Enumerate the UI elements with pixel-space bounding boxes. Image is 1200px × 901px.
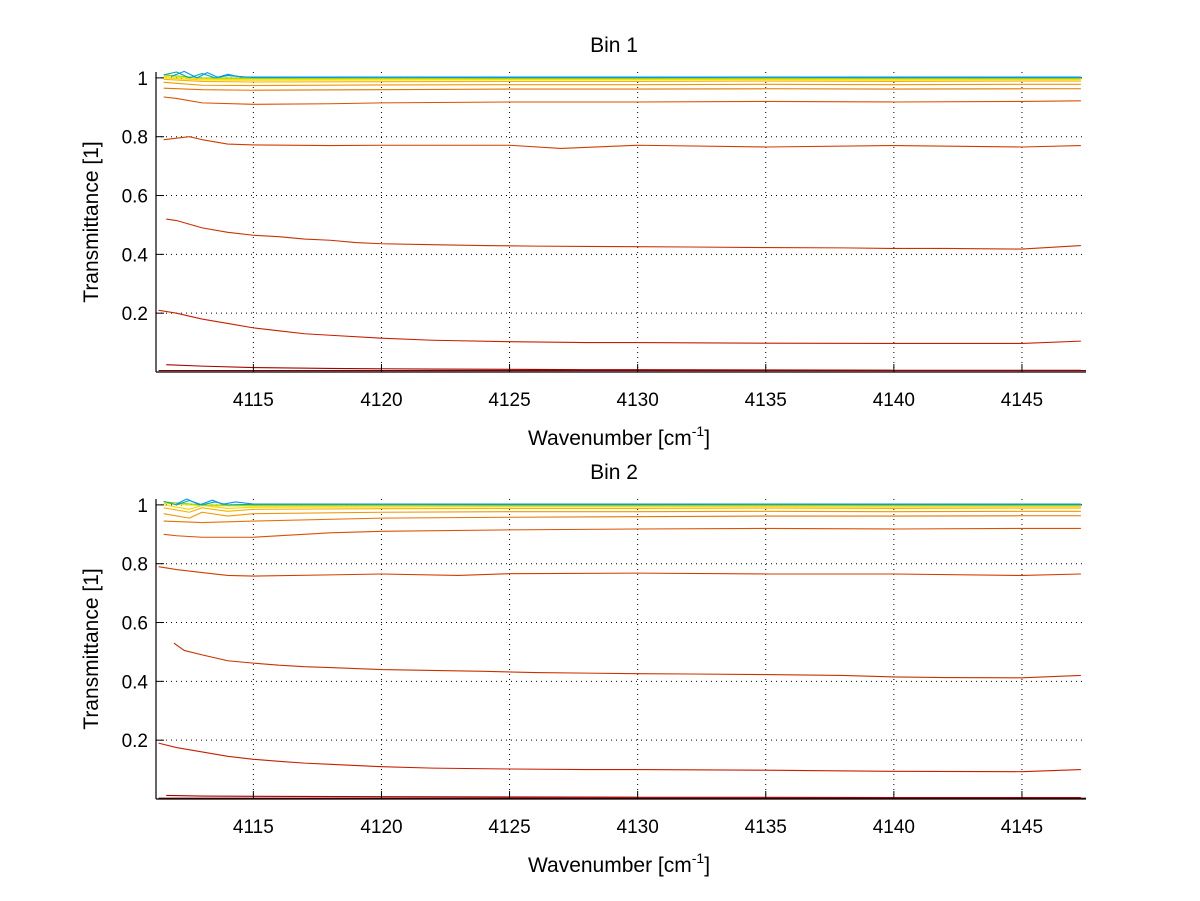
y-tick-label: 0.4	[122, 672, 149, 693]
y-tick-label: 0.6	[122, 614, 148, 635]
bin2-curve-7	[163, 515, 1081, 524]
y-axis-label: Transmittance [1]	[80, 141, 103, 302]
bin1-curve-7	[163, 87, 1081, 91]
bin2-curve-9	[163, 507, 1081, 513]
x-tick-label: 4130	[617, 817, 659, 838]
x-tick-label: 4145	[1001, 817, 1043, 838]
x-tick-label: 4140	[873, 817, 915, 838]
series-group	[158, 498, 1086, 799]
bin2-curve-11	[163, 502, 1081, 507]
plot-area	[156, 72, 1086, 372]
x-axis-label-end: ]	[704, 854, 710, 877]
x-axis-label-main: Wavenumber [cm	[528, 427, 692, 450]
plot-area	[156, 499, 1086, 799]
y-axis-label: Transmittance [1]	[80, 568, 103, 729]
y-tick-label: 0.2	[122, 731, 148, 752]
x-tick-label: 4135	[745, 817, 787, 838]
chart-title: Bin 2	[590, 461, 638, 484]
bin2-curve-8	[163, 510, 1081, 519]
x-axis-label-sup: -1	[692, 850, 705, 866]
bin1-curve-10	[163, 77, 1081, 81]
bin1-curve-5	[163, 136, 1081, 150]
bin2-curve-2	[166, 794, 1081, 799]
bin2-curve-3	[158, 742, 1081, 773]
x-tick-label: 4140	[873, 390, 915, 411]
x-tick-label: 4145	[1001, 390, 1043, 411]
bin2-curve-6	[163, 527, 1081, 538]
y-tick-label: 0.8	[122, 555, 148, 576]
bin1-curve-12	[163, 74, 1081, 79]
x-tick-label: 4125	[488, 390, 530, 411]
x-axis-label-main: Wavenumber [cm	[528, 854, 692, 877]
y-tick-label: 1	[137, 69, 148, 90]
x-tick-label: 4120	[360, 390, 402, 411]
chart-panel-2: 4115 4120 4125 4130 4135 4140 4145 0.2 0.4 0.6 0.8…	[80, 461, 1086, 877]
x-tick-label: 4120	[360, 817, 402, 838]
x-axis-label-end: ]	[704, 427, 710, 450]
x-tick-label: 4125	[488, 817, 530, 838]
x-tick-label: 4130	[617, 390, 659, 411]
x-axis-label: Wavenumber [cm-1]	[528, 423, 710, 450]
y-tick-label: 0.2	[122, 304, 148, 325]
bin1-curve-3	[158, 309, 1081, 345]
y-tick-label: 0.8	[122, 128, 148, 149]
bin1-curve-6	[163, 96, 1081, 105]
y-tick-label: 1	[137, 496, 148, 517]
y-tick-label: 0.4	[122, 245, 149, 266]
bin1-curve-11	[163, 75, 1081, 80]
x-tick-label: 4135	[745, 390, 787, 411]
chart-panel-1: 4115 4120 4125 4130 4135 4140 4145 0.2 0.4 0.6 0.8…	[80, 34, 1086, 450]
bin1-curve-14	[171, 70, 1081, 79]
x-axis-label: Wavenumber [cm-1]	[528, 850, 710, 877]
x-tick-label: 4115	[233, 817, 274, 838]
bin1-curve-8	[163, 81, 1081, 87]
bin1-curve-9	[163, 78, 1081, 83]
bin2-curve-14	[176, 498, 1081, 506]
x-axis-label-sup: -1	[692, 423, 705, 439]
bin1-curve-4	[166, 218, 1081, 250]
bin2-curve-5	[158, 566, 1081, 577]
y-tick-label: 0.6	[122, 187, 148, 208]
chart-title: Bin 1	[590, 34, 638, 57]
bin2-curve-4	[173, 642, 1081, 679]
x-tick-label: 4115	[233, 390, 274, 411]
